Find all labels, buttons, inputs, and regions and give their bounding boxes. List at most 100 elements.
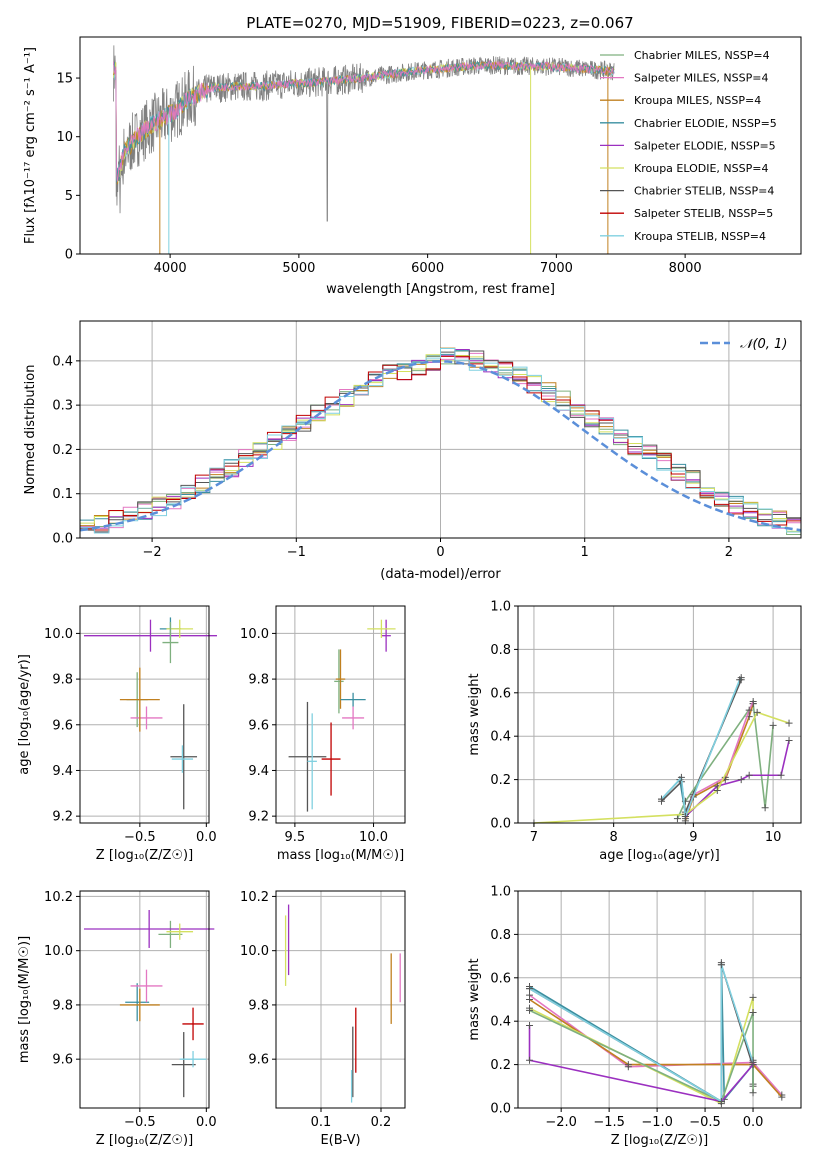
- plot-area: [113, 45, 615, 254]
- x-axis-label: wavelength [Angstrom, rest frame]: [326, 282, 555, 297]
- x-tick-label: 0.0: [196, 830, 217, 845]
- y-axis-label: Flux [fλ10⁻¹⁷ erg cm⁻² s⁻¹ A⁻¹]: [23, 47, 38, 244]
- weight-marker: [526, 1022, 534, 1030]
- weight-marker: [749, 993, 757, 1001]
- axes-frame: [517, 605, 802, 824]
- y-axis-label: mass weight: [467, 958, 482, 1040]
- panel-spectrum: 4000 5000 6000 7000 8000 0 5 10 15 wavelength [An…: [23, 36, 802, 297]
- weight-line: [529, 962, 754, 1103]
- y-tick-label: 0.6: [490, 971, 511, 986]
- plot-area: [83, 617, 217, 810]
- x-tick-label: 1: [581, 545, 589, 560]
- y-tick-label: 10.0: [44, 627, 73, 642]
- panel-mass-vs-ebv: 0.1 0.2 9.6 9.8 10.0 10.2 E(B-V): [240, 890, 406, 1148]
- plot-area: [530, 674, 793, 827]
- y-tick-label: 9.6: [52, 718, 73, 733]
- x-tick-label: 0.0: [743, 1115, 764, 1130]
- weight-marker: [778, 1093, 786, 1101]
- weight-marker: [677, 773, 685, 781]
- x-axis-label: Z [log₁₀(Z/Z☉)]: [96, 1133, 193, 1148]
- panel-residual-histogram: −2 −1 0 1 2 0.0 0.1 0.2 0.3 0.4 (data-model)/error…: [23, 320, 802, 582]
- y-tick-label: 0.1: [52, 487, 73, 502]
- weight-line: [529, 964, 754, 1103]
- model-spectrum-line: [113, 60, 615, 182]
- y-tick-label: 0.4: [52, 354, 73, 369]
- weight-marker: [526, 1006, 534, 1014]
- y-tick-label: 1.0: [490, 600, 511, 615]
- legend-label: Salpeter STELIB, NSSP=5: [634, 207, 773, 220]
- weight-marker: [745, 706, 753, 714]
- legend-label: Kroupa ELODIE, NSSP=4: [634, 162, 768, 175]
- x-tick-label: −0.5: [124, 1115, 156, 1130]
- y-tick-label: 9.6: [248, 718, 269, 733]
- y-tick-label: 9.6: [248, 1053, 269, 1068]
- x-tick-label: 8: [610, 830, 618, 845]
- axes-frame: [275, 605, 406, 824]
- plot-area: [83, 909, 215, 1098]
- legend-label: Chabrier STELIB, NSSP=4: [634, 185, 774, 198]
- weight-marker: [785, 737, 793, 745]
- weight-marker: [657, 795, 665, 803]
- plot-area: [79, 347, 802, 535]
- x-tick-label: −1.0: [641, 1115, 673, 1130]
- x-tick-label: 6000: [411, 261, 444, 276]
- y-tick-label: 9.8: [52, 673, 73, 688]
- weight-marker: [749, 1089, 757, 1097]
- y-tick-label: 9.4: [248, 764, 269, 779]
- weight-line: [533, 711, 790, 824]
- y-tick-label: 9.2: [52, 810, 73, 825]
- weight-line: [684, 740, 790, 818]
- x-tick-label: 9.5: [285, 830, 306, 845]
- y-tick-label: 0.0: [490, 817, 511, 832]
- y-tick-label: 0.0: [52, 532, 73, 547]
- panel-age-vs-z: −0.5 0.0 9.2 9.4 9.6 9.8 10.0 Z [log₁₀(Z/Z☉)] ag…: [17, 605, 217, 863]
- y-tick-label: 15: [56, 72, 73, 87]
- normal-curve-line: [79, 360, 802, 532]
- y-tick-label: 0.4: [490, 1015, 511, 1030]
- weight-marker: [624, 1061, 632, 1069]
- weight-marker: [736, 676, 744, 684]
- axes-frame: [79, 36, 802, 255]
- panel-mass-vs-z: −0.5 0.0 9.6 9.8 10.0 10.2 Z [log₁₀(Z/Z☉)] mass…: [17, 890, 217, 1148]
- weight-line: [529, 997, 754, 1105]
- x-tick-label: −0.5: [124, 830, 156, 845]
- weight-marker: [713, 786, 721, 794]
- y-axis-label: mass weight: [467, 673, 482, 755]
- weight-marker: [526, 996, 534, 1003]
- y-tick-label: 0.3: [52, 399, 73, 414]
- y-axis-label: Normed distribution: [23, 365, 38, 495]
- y-tick-label: 10.0: [240, 944, 269, 959]
- observed-spectrum-line: [113, 45, 615, 222]
- x-tick-label: 2: [725, 545, 733, 560]
- y-tick-label: 0.2: [490, 773, 511, 788]
- y-tick-label: 10.2: [44, 890, 73, 905]
- legend-label: Chabrier ELODIE, NSSP=5: [634, 117, 777, 130]
- panel-age-vs-mass: 9.5 10.0 9.2 9.4 9.6 9.8 10.0 mass [log₁₀(M/M☉)…: [240, 605, 406, 863]
- x-axis-label: E(B-V): [320, 1133, 360, 1148]
- figure-title: PLATE=0270, MJD=51909, FIBERID=0223, z=0…: [246, 14, 633, 32]
- weight-line: [529, 964, 754, 1103]
- plot-area: [284, 904, 401, 1103]
- y-tick-label: 0.2: [52, 443, 73, 458]
- y-tick-label: 10.0: [240, 627, 269, 642]
- axes-frame: [275, 890, 406, 1109]
- y-tick-label: 5: [65, 189, 73, 204]
- weight-marker: [785, 719, 793, 727]
- weight-marker: [737, 776, 745, 784]
- y-axis-label: mass [log₁₀(M/M☉)]: [17, 936, 32, 1063]
- x-tick-label: −2.0: [545, 1115, 577, 1130]
- plot-area: [288, 619, 396, 812]
- x-tick-label: −1: [287, 545, 306, 560]
- residual-histogram-step: [80, 355, 801, 531]
- y-tick-label: 9.8: [248, 673, 269, 688]
- x-tick-label: 0.2: [371, 1115, 392, 1130]
- x-tick-label: 10: [765, 830, 782, 845]
- x-tick-label: 0.0: [196, 1115, 217, 1130]
- y-tick-label: 9.6: [52, 1053, 73, 1068]
- x-tick-label: 0: [436, 545, 444, 560]
- x-tick-label: 10.0: [359, 830, 388, 845]
- x-tick-label: 7000: [540, 261, 573, 276]
- x-tick-label: 0.1: [311, 1115, 332, 1130]
